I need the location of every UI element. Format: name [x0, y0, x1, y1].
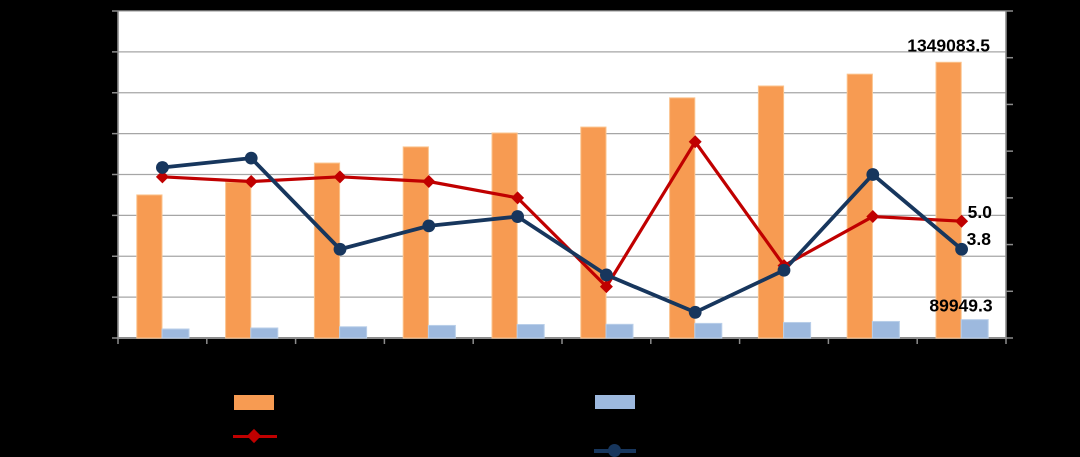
data-label: 89949.3 — [929, 296, 993, 316]
blue-bar — [871, 320, 900, 339]
red-diamond-marker-icon — [599, 280, 613, 294]
red-diamond-marker-icon — [955, 214, 969, 228]
navy-circle-marker-icon — [333, 242, 347, 256]
red-diamond-marker-icon — [688, 135, 702, 149]
navy-circle-marker-icon — [422, 219, 436, 233]
navy-circle-marker-icon — [866, 168, 880, 181]
orange-bar — [669, 97, 696, 339]
navy-circle-marker-icon — [955, 242, 968, 256]
orange-bar — [225, 181, 252, 339]
navy-circle-marker-icon — [777, 263, 791, 277]
orange-bar — [491, 132, 518, 339]
data-label: 1349083.5 — [907, 35, 990, 55]
blue-bar — [605, 323, 634, 339]
legend-navy-circle-marker-icon — [608, 444, 621, 457]
navy-line — [162, 156, 963, 315]
red-diamond-marker-icon — [333, 170, 347, 184]
red-diamond-marker-icon — [422, 175, 436, 189]
legend-item-line-navy — [594, 444, 636, 457]
orange-bar — [935, 61, 962, 339]
blue-bar — [250, 327, 279, 339]
orange-bar — [136, 194, 163, 339]
blue-bar — [694, 322, 723, 339]
legend-item-bar-secondary — [595, 395, 635, 409]
orange-bar — [846, 73, 873, 339]
legend-item-bar-primary — [234, 395, 274, 410]
data-label: 3.8 — [967, 229, 992, 249]
legend-item-line-red — [233, 428, 277, 444]
red-diamond-marker-icon — [511, 191, 525, 205]
blue-bar — [783, 321, 812, 339]
blue-bar — [427, 324, 456, 339]
navy-circle-marker-icon — [688, 305, 702, 319]
orange-bar — [580, 126, 607, 339]
navy-circle-marker-icon — [156, 161, 169, 174]
blue-bar — [516, 324, 545, 339]
legend-swatch-blue-bar-icon — [595, 395, 635, 409]
red-diamond-marker-icon — [244, 175, 258, 189]
blue-bar — [960, 319, 989, 339]
orange-bar — [757, 85, 785, 339]
red-diamond-marker-icon — [866, 210, 880, 224]
legend-red-diamond-marker-icon — [246, 428, 262, 444]
legend-swatch-orange-bar-icon — [234, 395, 274, 410]
orange-bar — [402, 146, 429, 339]
red-line — [162, 140, 962, 289]
red-diamond-marker-icon — [155, 170, 169, 184]
blue-bar — [339, 326, 368, 339]
navy-circle-marker-icon — [244, 151, 258, 165]
navy-circle-marker-icon — [511, 210, 524, 223]
data-label: 5.0 — [968, 202, 993, 222]
blue-bar — [161, 328, 190, 339]
navy-circle-marker-icon — [600, 268, 613, 282]
